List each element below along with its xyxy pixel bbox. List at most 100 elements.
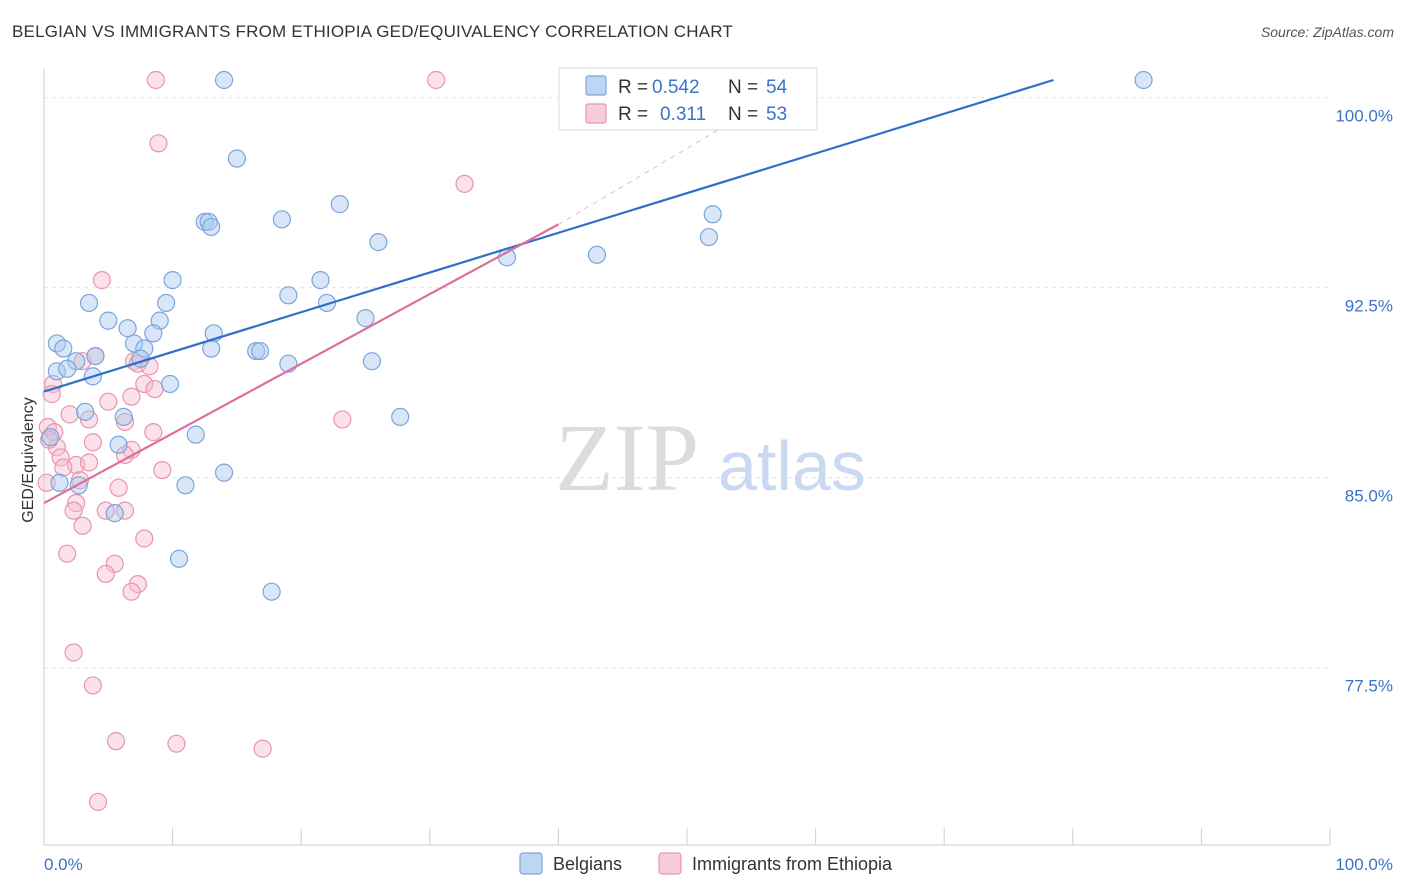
- belgians-point: [186, 425, 205, 444]
- belgians-point: [214, 70, 234, 90]
- belgians-point: [250, 341, 270, 361]
- belgians-point: [99, 311, 118, 330]
- source-credit: Source: ZipAtlas.com: [1260, 24, 1394, 40]
- x-tick-label: 0.0%: [44, 855, 83, 874]
- x-tick-label: 100.0%: [1335, 855, 1393, 874]
- y-axis-label: GED/Equivalency: [20, 397, 37, 522]
- ethiopia-point: [333, 410, 352, 429]
- ethiopia-point: [99, 392, 118, 411]
- belgians-point: [272, 210, 292, 229]
- ethiopia-point: [135, 374, 154, 394]
- ethiopia-point: [153, 460, 172, 480]
- ethiopia-point: [60, 405, 79, 424]
- ethiopia-point: [167, 734, 186, 753]
- belgians-point: [76, 402, 95, 421]
- legend-r-label: R =: [618, 77, 648, 98]
- legend-swatch-belgians: [585, 75, 607, 96]
- belgians-trend-line: [43, 78, 1054, 393]
- belgians-point: [54, 339, 73, 358]
- ethiopia-point: [96, 564, 115, 584]
- ethiopia-point: [54, 458, 73, 477]
- gridlines: [44, 97, 1330, 669]
- ethiopia-point: [58, 544, 77, 563]
- ethiopia-point: [88, 792, 108, 812]
- y-tick-label: 77.5%: [1345, 677, 1393, 696]
- ethiopia-point: [79, 453, 99, 472]
- ethiopia-point: [122, 387, 141, 406]
- ethiopia-point: [144, 423, 163, 442]
- belgians-point: [699, 227, 718, 247]
- ethiopia-point: [253, 739, 272, 758]
- series-legend: Belgians Immigrants from Ethiopia: [519, 852, 893, 875]
- ethiopia-point: [109, 478, 128, 497]
- belgians-point: [163, 271, 182, 290]
- belgians-point: [391, 407, 410, 427]
- series-legend-swatch-belgians: [519, 852, 543, 875]
- ethiopia-point: [149, 134, 168, 153]
- legend-r-value-belgians: 0.542: [652, 77, 700, 98]
- legend-swatch-ethiopia: [585, 103, 607, 124]
- series-belgians-points: [41, 70, 1153, 601]
- belgians-point: [105, 504, 124, 523]
- series-legend-belgians: Belgians: [553, 854, 622, 874]
- watermark-zip: ZIP: [555, 404, 699, 511]
- y-tick-label: 100.0%: [1335, 107, 1393, 126]
- belgians-point: [58, 359, 77, 378]
- belgians-point: [330, 195, 349, 214]
- chart-title: BELGIAN VS IMMIGRANTS FROM ETHIOPIA GED/…: [12, 22, 733, 41]
- belgians-point: [1134, 70, 1153, 90]
- series-legend-swatch-ethiopia: [658, 852, 682, 875]
- ethiopia-point: [83, 433, 102, 452]
- belgians-point: [135, 339, 154, 358]
- belgians-point: [227, 149, 246, 168]
- legend-n-value-ethiopia: 53: [766, 104, 787, 125]
- belgians-point: [356, 309, 375, 328]
- belgians-point: [169, 549, 189, 568]
- watermark: ZIP atlas: [555, 404, 866, 511]
- belgians-point: [114, 407, 133, 427]
- ethiopia-point: [455, 174, 474, 193]
- belgians-point: [317, 293, 337, 313]
- legend-r-value-ethiopia: 0.311: [660, 104, 706, 125]
- ethiopia-point: [73, 516, 92, 535]
- belgians-point: [587, 245, 607, 264]
- y-tick-label: 85.0%: [1345, 487, 1393, 506]
- ethiopia-point: [122, 582, 141, 601]
- ethiopia-point: [37, 473, 56, 492]
- ethiopia-trend-line: [43, 223, 559, 504]
- belgians-point: [362, 352, 382, 371]
- x-tick-labels: 0.0% 100.0%: [44, 855, 1393, 874]
- legend-n-value-belgians: 54: [766, 77, 788, 98]
- belgians-point: [202, 217, 221, 237]
- ethiopia-point: [64, 501, 83, 520]
- trend-lines: [43, 78, 1054, 504]
- ethiopia-trend-extension: [558, 117, 739, 225]
- belgians-point: [79, 293, 99, 313]
- y-tick-labels: 100.0% 92.5% 85.0% 77.5%: [1335, 107, 1393, 696]
- ethiopia-point: [92, 271, 111, 290]
- belgians-point: [279, 286, 298, 305]
- belgians-point: [176, 476, 195, 495]
- belgians-point: [118, 319, 137, 338]
- belgians-point: [311, 271, 330, 290]
- belgians-point: [144, 324, 163, 343]
- stats-legend: R = 0.542 N = 54 R = 0.311 N = 53: [558, 67, 818, 131]
- axes: [43, 68, 1331, 846]
- y-tick-label: 92.5%: [1345, 297, 1393, 316]
- belgians-point: [157, 293, 176, 313]
- belgians-point: [86, 347, 105, 366]
- legend-r-label: R =: [618, 104, 648, 125]
- watermark-atlas: atlas: [718, 427, 866, 505]
- ethiopia-point: [135, 529, 154, 548]
- ethiopia-point: [64, 643, 83, 662]
- belgians-point: [109, 435, 128, 454]
- ethiopia-point: [106, 732, 126, 751]
- belgians-point: [50, 473, 69, 492]
- belgians-point: [124, 334, 144, 353]
- ethiopia-point: [47, 438, 66, 457]
- belgians-point: [703, 205, 722, 224]
- ethiopia-point: [83, 676, 102, 695]
- ethiopia-point: [145, 379, 164, 399]
- belgians-point: [199, 212, 218, 231]
